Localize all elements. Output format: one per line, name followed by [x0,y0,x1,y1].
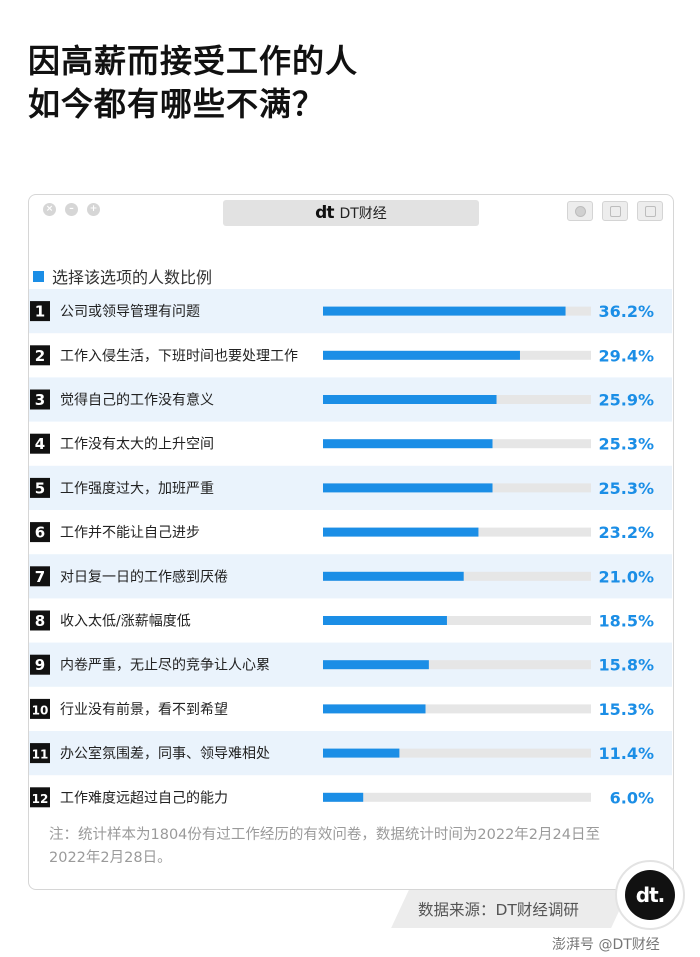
rank-label: 2 [35,347,45,365]
chart-legend: 选择该选项的人数比例 [33,264,212,288]
window-icon[interactable] [637,201,663,221]
rank-badge [30,698,50,719]
rank-label: 6 [35,524,45,542]
bar [323,395,497,404]
bar [323,483,493,493]
rank-badge [30,301,50,322]
category-label: 觉得自己的工作没有意义 [60,392,214,409]
rank-label: 5 [35,479,45,497]
rank-badge [30,522,50,543]
value-label: 21.0% [598,567,654,586]
rank-label: 1 [35,303,45,321]
bar [323,660,429,670]
value-label: 15.8% [598,656,654,675]
rank-label: 9 [35,656,45,674]
bar-track [323,704,591,714]
rank-badge [30,787,50,808]
value-label: 25.3% [598,435,654,454]
rank-badge [30,477,50,498]
value-label: 6.0% [610,788,654,807]
rank-label: 4 [35,435,45,453]
bar [323,616,447,625]
bar [323,350,520,360]
window-titlebar: × – + dt DT财经 [29,195,673,229]
value-label: 18.5% [598,612,654,631]
headline: 因高薪而接受工作的人 如今都有哪些不满？ [28,40,588,126]
bar-track [323,792,591,802]
minimize-icon[interactable]: – [65,203,78,216]
category-label: 工作并不能让自己进步 [60,525,200,541]
rank-label: 11 [32,748,49,762]
dt-badge: dt. [615,860,685,930]
bar [323,792,364,802]
bar [323,704,426,714]
value-label: 29.4% [598,346,654,365]
brand-name: DT财经 [339,206,387,222]
value-label: 25.9% [598,391,654,410]
category-label: 办公室氛围差，同事、领导难相处 [60,745,270,762]
bar [323,527,479,537]
bar [323,748,400,758]
rank-badge [30,566,50,587]
maximize-icon[interactable]: + [87,203,100,216]
rank-label: 10 [32,703,49,717]
value-label: 36.2% [598,302,654,321]
bar-track [323,616,591,625]
value-label: 11.4% [598,744,654,763]
category-label: 工作入侵生活，下班时间也要处理工作 [60,347,298,364]
headline-line-2: 如今都有哪些不满？ [28,85,326,123]
value-label: 25.3% [598,479,654,498]
record-icon[interactable] [567,201,593,221]
data-source: 数据来源：DT财经调研 [418,901,579,919]
category-label: 公司或领导管理有问题 [60,304,200,320]
category-label: 对日复一日的工作感到厌倦 [60,568,228,585]
rank-badge [30,654,50,675]
category-label: 工作没有太大的上升空间 [60,437,214,453]
rank-badge [30,743,50,764]
rank-badge [30,610,50,631]
close-icon[interactable]: × [43,203,56,216]
rank-label: 7 [35,568,45,586]
bar [323,571,464,581]
bar-track [323,748,591,758]
rank-label: 8 [35,612,45,630]
address-bar[interactable]: dt DT财经 [223,200,479,226]
legend-swatch [33,270,44,282]
bar [323,306,566,316]
share-icon[interactable] [602,201,628,221]
headline-line-1: 因高薪而接受工作的人 [28,42,359,80]
rank-badge [30,433,50,454]
category-label: 内卷严重，无止尽的竞争让人心累 [60,657,270,674]
bar [323,439,493,449]
brand-logo-icon: dt [315,203,334,223]
value-label: 23.2% [598,523,654,542]
category-label: 收入太低/涨薪幅度低 [60,614,191,630]
category-label: 行业没有前景，看不到希望 [60,701,228,718]
category-label: 工作难度远超过自己的能力 [60,790,228,806]
dt-logo-icon: dt. [625,870,675,920]
legend-label: 选择该选项的人数比例 [52,268,213,287]
platform-credit: 澎湃号 @DT财经 [552,937,660,953]
rank-badge [30,345,50,366]
rank-badge [30,389,50,410]
rank-label: 3 [35,391,45,409]
rank-label: 12 [32,792,49,806]
footnote: 注：统计样本为1804份有过工作经历的有效问卷，数据统计时间为2022年2月24… [49,827,600,866]
value-label: 15.3% [598,700,654,719]
bar-track [323,660,591,670]
category-label: 工作强度过大，加班严重 [60,481,214,497]
